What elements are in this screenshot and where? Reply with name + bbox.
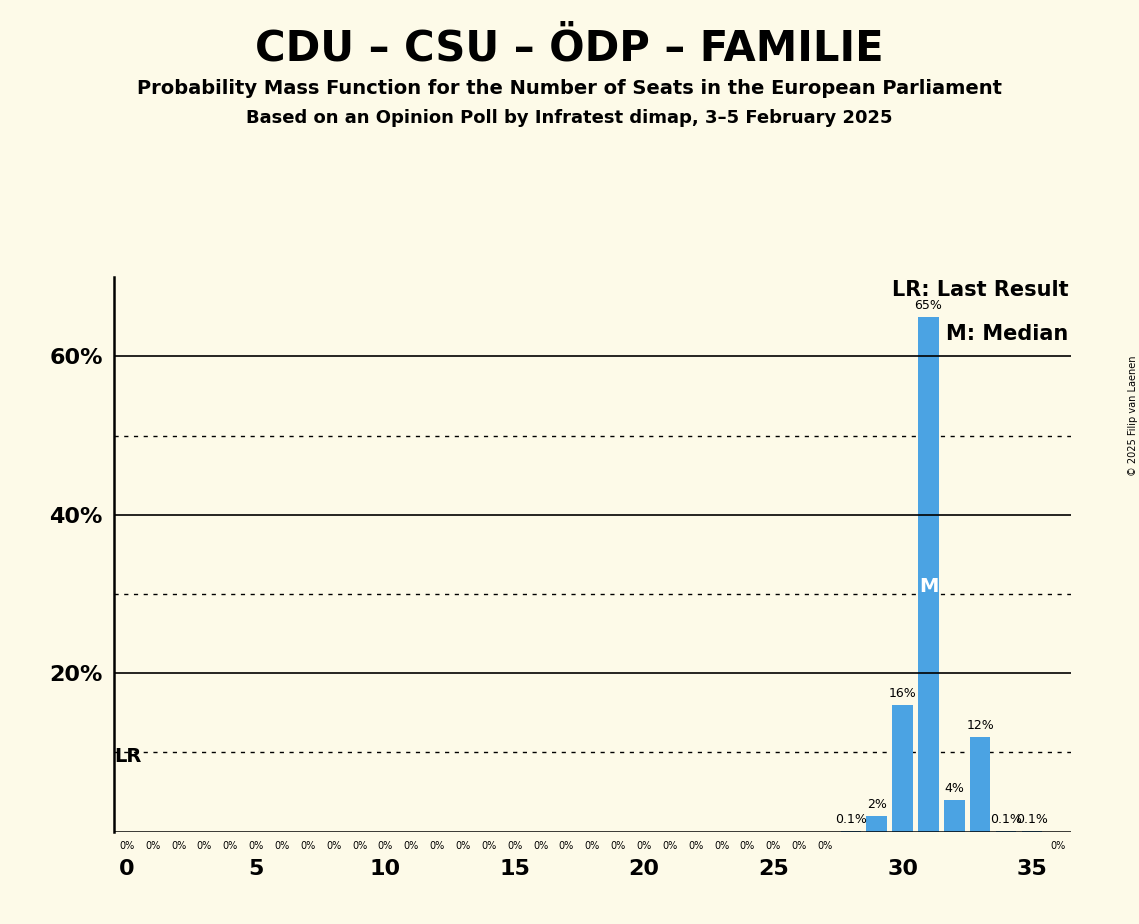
Text: 0%: 0%	[248, 841, 264, 851]
Text: 0%: 0%	[120, 841, 134, 851]
Text: 0%: 0%	[481, 841, 497, 851]
Text: 0%: 0%	[222, 841, 238, 851]
Text: 0%: 0%	[559, 841, 574, 851]
Text: 0%: 0%	[662, 841, 678, 851]
Text: 0%: 0%	[533, 841, 548, 851]
Text: 0%: 0%	[765, 841, 781, 851]
Text: 0%: 0%	[792, 841, 806, 851]
Text: CDU – CSU – ÖDP – FAMILIE: CDU – CSU – ÖDP – FAMILIE	[255, 28, 884, 69]
Text: 65%: 65%	[915, 299, 942, 312]
Bar	[892, 705, 913, 832]
Text: 0%: 0%	[197, 841, 212, 851]
Text: © 2025 Filip van Laenen: © 2025 Filip van Laenen	[1129, 356, 1138, 476]
Text: 0%: 0%	[611, 841, 625, 851]
Text: 4%: 4%	[944, 783, 965, 796]
Text: 0%: 0%	[274, 841, 289, 851]
Text: Based on an Opinion Poll by Infratest dimap, 3–5 February 2025: Based on an Opinion Poll by Infratest di…	[246, 109, 893, 127]
Text: 0%: 0%	[507, 841, 523, 851]
Text: 0%: 0%	[740, 841, 755, 851]
Text: 0%: 0%	[171, 841, 186, 851]
Text: 0%: 0%	[145, 841, 161, 851]
Text: 0%: 0%	[326, 841, 342, 851]
Text: 0%: 0%	[403, 841, 419, 851]
Text: 0%: 0%	[714, 841, 729, 851]
Text: 0.1%: 0.1%	[835, 813, 867, 826]
Text: 2%: 2%	[867, 798, 886, 811]
Text: 0%: 0%	[818, 841, 833, 851]
Text: 16%: 16%	[888, 687, 917, 700]
Text: 0%: 0%	[429, 841, 444, 851]
Bar	[867, 816, 887, 832]
Text: 0.1%: 0.1%	[1016, 813, 1048, 826]
Bar	[969, 736, 991, 832]
Text: 0%: 0%	[584, 841, 600, 851]
Text: 0.1%: 0.1%	[990, 813, 1022, 826]
Text: LR: LR	[114, 747, 141, 766]
Bar	[944, 800, 965, 832]
Text: M: Median: M: Median	[947, 324, 1068, 345]
Text: 0%: 0%	[1050, 841, 1065, 851]
Text: 12%: 12%	[966, 719, 994, 732]
Text: 0%: 0%	[352, 841, 367, 851]
Text: Probability Mass Function for the Number of Seats in the European Parliament: Probability Mass Function for the Number…	[137, 79, 1002, 98]
Bar	[918, 317, 939, 832]
Text: 0%: 0%	[456, 841, 470, 851]
Text: 0%: 0%	[637, 841, 652, 851]
Text: 0%: 0%	[378, 841, 393, 851]
Text: M: M	[919, 577, 939, 596]
Text: 0%: 0%	[688, 841, 704, 851]
Text: 0%: 0%	[301, 841, 316, 851]
Text: LR: Last Result: LR: Last Result	[892, 280, 1068, 300]
